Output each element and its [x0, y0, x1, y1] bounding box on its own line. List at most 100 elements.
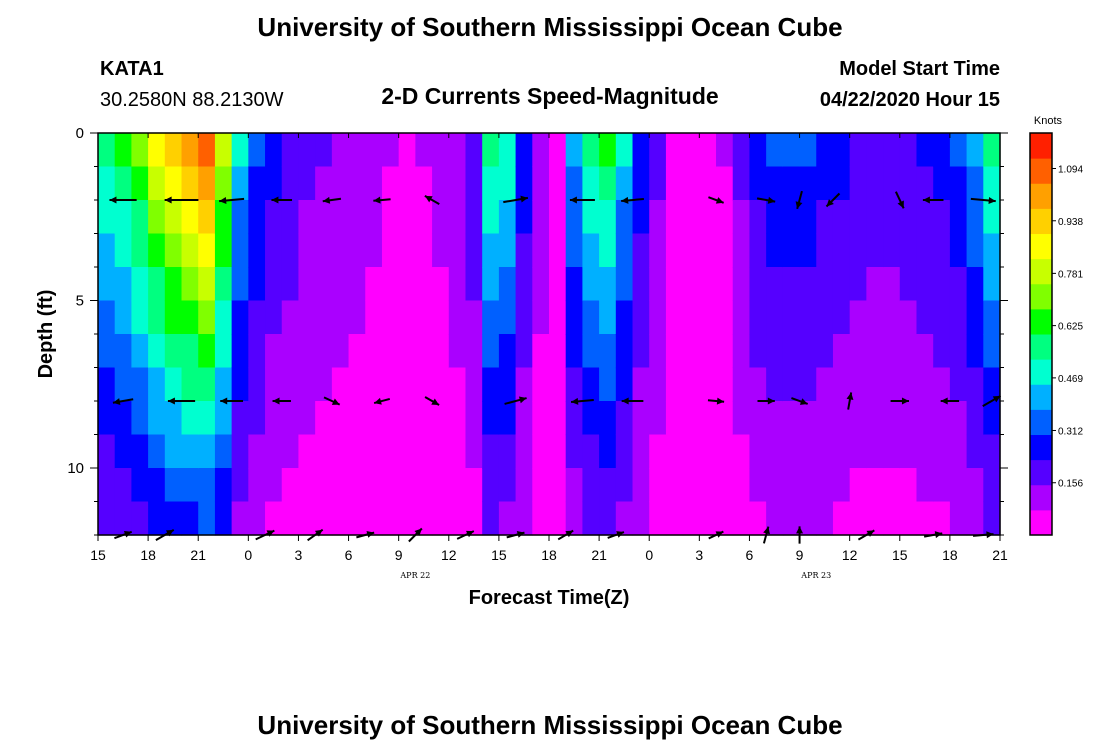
colorbar-swatch [1030, 308, 1052, 335]
heatmap-cell [315, 133, 333, 168]
heatmap-cell [532, 166, 550, 201]
heatmap-cell [665, 300, 684, 335]
heatmap-cell [565, 434, 583, 469]
heatmap-cell [465, 267, 483, 302]
current-arrow [373, 397, 391, 405]
heatmap-cell [849, 434, 867, 469]
heatmap-cell [398, 200, 416, 235]
heatmap-cell [248, 334, 266, 369]
heatmap-cell [816, 434, 834, 469]
x-tick-label: 21 [591, 547, 607, 563]
heatmap-cell [799, 300, 817, 335]
heatmap-cell [749, 367, 767, 402]
heatmap-cell [782, 501, 801, 536]
heatmap-cell [214, 501, 233, 536]
heatmap-cell [749, 334, 767, 369]
heatmap-cell [164, 501, 183, 536]
heatmap-cell [532, 367, 550, 402]
model-start-time: 04/22/2020 Hour 15 [820, 89, 1000, 111]
heatmap-cell [214, 468, 233, 503]
heatmap-cell [498, 501, 517, 536]
heatmap-cell [432, 300, 450, 335]
heatmap-cell [381, 166, 400, 201]
heatmap-cell [615, 300, 634, 335]
heatmap-cell [782, 133, 801, 168]
heatmap-cell [582, 367, 600, 402]
heatmap-cell [448, 501, 467, 536]
heatmap-cell [682, 267, 700, 302]
heatmap-cell [632, 501, 650, 536]
heatmap-cell [549, 200, 567, 235]
heatmap-cell [949, 334, 968, 369]
heatmap-cell [615, 401, 634, 436]
heatmap-cell [331, 166, 350, 201]
heatmap-cell [866, 367, 884, 402]
x-tick-label: 3 [295, 547, 303, 563]
x-tick-label: 6 [746, 547, 754, 563]
heatmap-cell [248, 501, 266, 536]
heatmap-cell [949, 166, 968, 201]
heatmap-cell [281, 468, 300, 503]
heatmap-cell [365, 367, 383, 402]
heatmap-cell [415, 501, 433, 536]
heatmap-cell [114, 501, 132, 536]
heatmap-cell [148, 468, 166, 503]
heatmap-cell [632, 367, 650, 402]
heatmap-cell [265, 434, 283, 469]
heatmap-cell [732, 367, 751, 402]
heatmap-cell [665, 501, 684, 536]
heatmap-cell [615, 501, 634, 536]
heatmap-cell [832, 267, 851, 302]
heatmap-cell [131, 166, 149, 201]
current-arrow [940, 397, 960, 405]
heatmap-cell [532, 200, 550, 235]
heatmap-cell [699, 334, 717, 369]
station-coords: 30.2580N 88.2130W [100, 89, 284, 111]
heatmap-cell [749, 267, 767, 302]
heatmap-cell [214, 367, 233, 402]
heatmap-cell [114, 367, 132, 402]
heatmap-cell [298, 501, 316, 536]
heatmap-cell [699, 200, 717, 235]
heatmap-cell [549, 468, 567, 503]
heatmap-cell [565, 468, 583, 503]
heatmap-cell [281, 401, 300, 436]
heatmap-cell [181, 501, 199, 536]
heatmap-cell [398, 501, 416, 536]
heatmap-cell [114, 200, 132, 235]
heatmap-cell [983, 267, 1001, 302]
heatmap-cell [465, 300, 483, 335]
heatmap-cell [465, 401, 483, 436]
heatmap-cell [849, 501, 867, 536]
heatmap-cell [448, 300, 467, 335]
heatmap-cell [498, 334, 517, 369]
heatmap-cell [515, 468, 533, 503]
heatmap-cell [381, 334, 400, 369]
heatmap-cell [716, 401, 734, 436]
heatmap-cell [114, 300, 132, 335]
heatmap-cell [782, 166, 801, 201]
heatmap-cell [348, 334, 366, 369]
heatmap-cell [916, 166, 934, 201]
heatmap-cell [716, 133, 734, 168]
heatmap-cell [866, 501, 884, 536]
heatmap-cell [983, 200, 1001, 235]
heatmap-cell [933, 200, 951, 235]
heatmap-cell [732, 233, 751, 268]
heatmap-cell [348, 401, 366, 436]
heatmap-cell [482, 501, 500, 536]
heatmap-cell [198, 367, 216, 402]
heatmap-cell [532, 501, 550, 536]
heatmap-cell [131, 434, 149, 469]
colorbar-swatch [1030, 409, 1052, 436]
heatmap-cell [649, 133, 667, 168]
heatmap-cell [799, 367, 817, 402]
heatmap-cell [365, 468, 383, 503]
heatmap-cell [749, 233, 767, 268]
heatmap-cell [448, 267, 467, 302]
heatmap-cell [599, 300, 617, 335]
colorbar: 1.094 0.938 0.781 0.625 0.469 0.312 0.156 [1029, 132, 1083, 536]
heatmap-cell [849, 133, 867, 168]
heatmap-cell [365, 401, 383, 436]
current-arrow [569, 196, 595, 204]
